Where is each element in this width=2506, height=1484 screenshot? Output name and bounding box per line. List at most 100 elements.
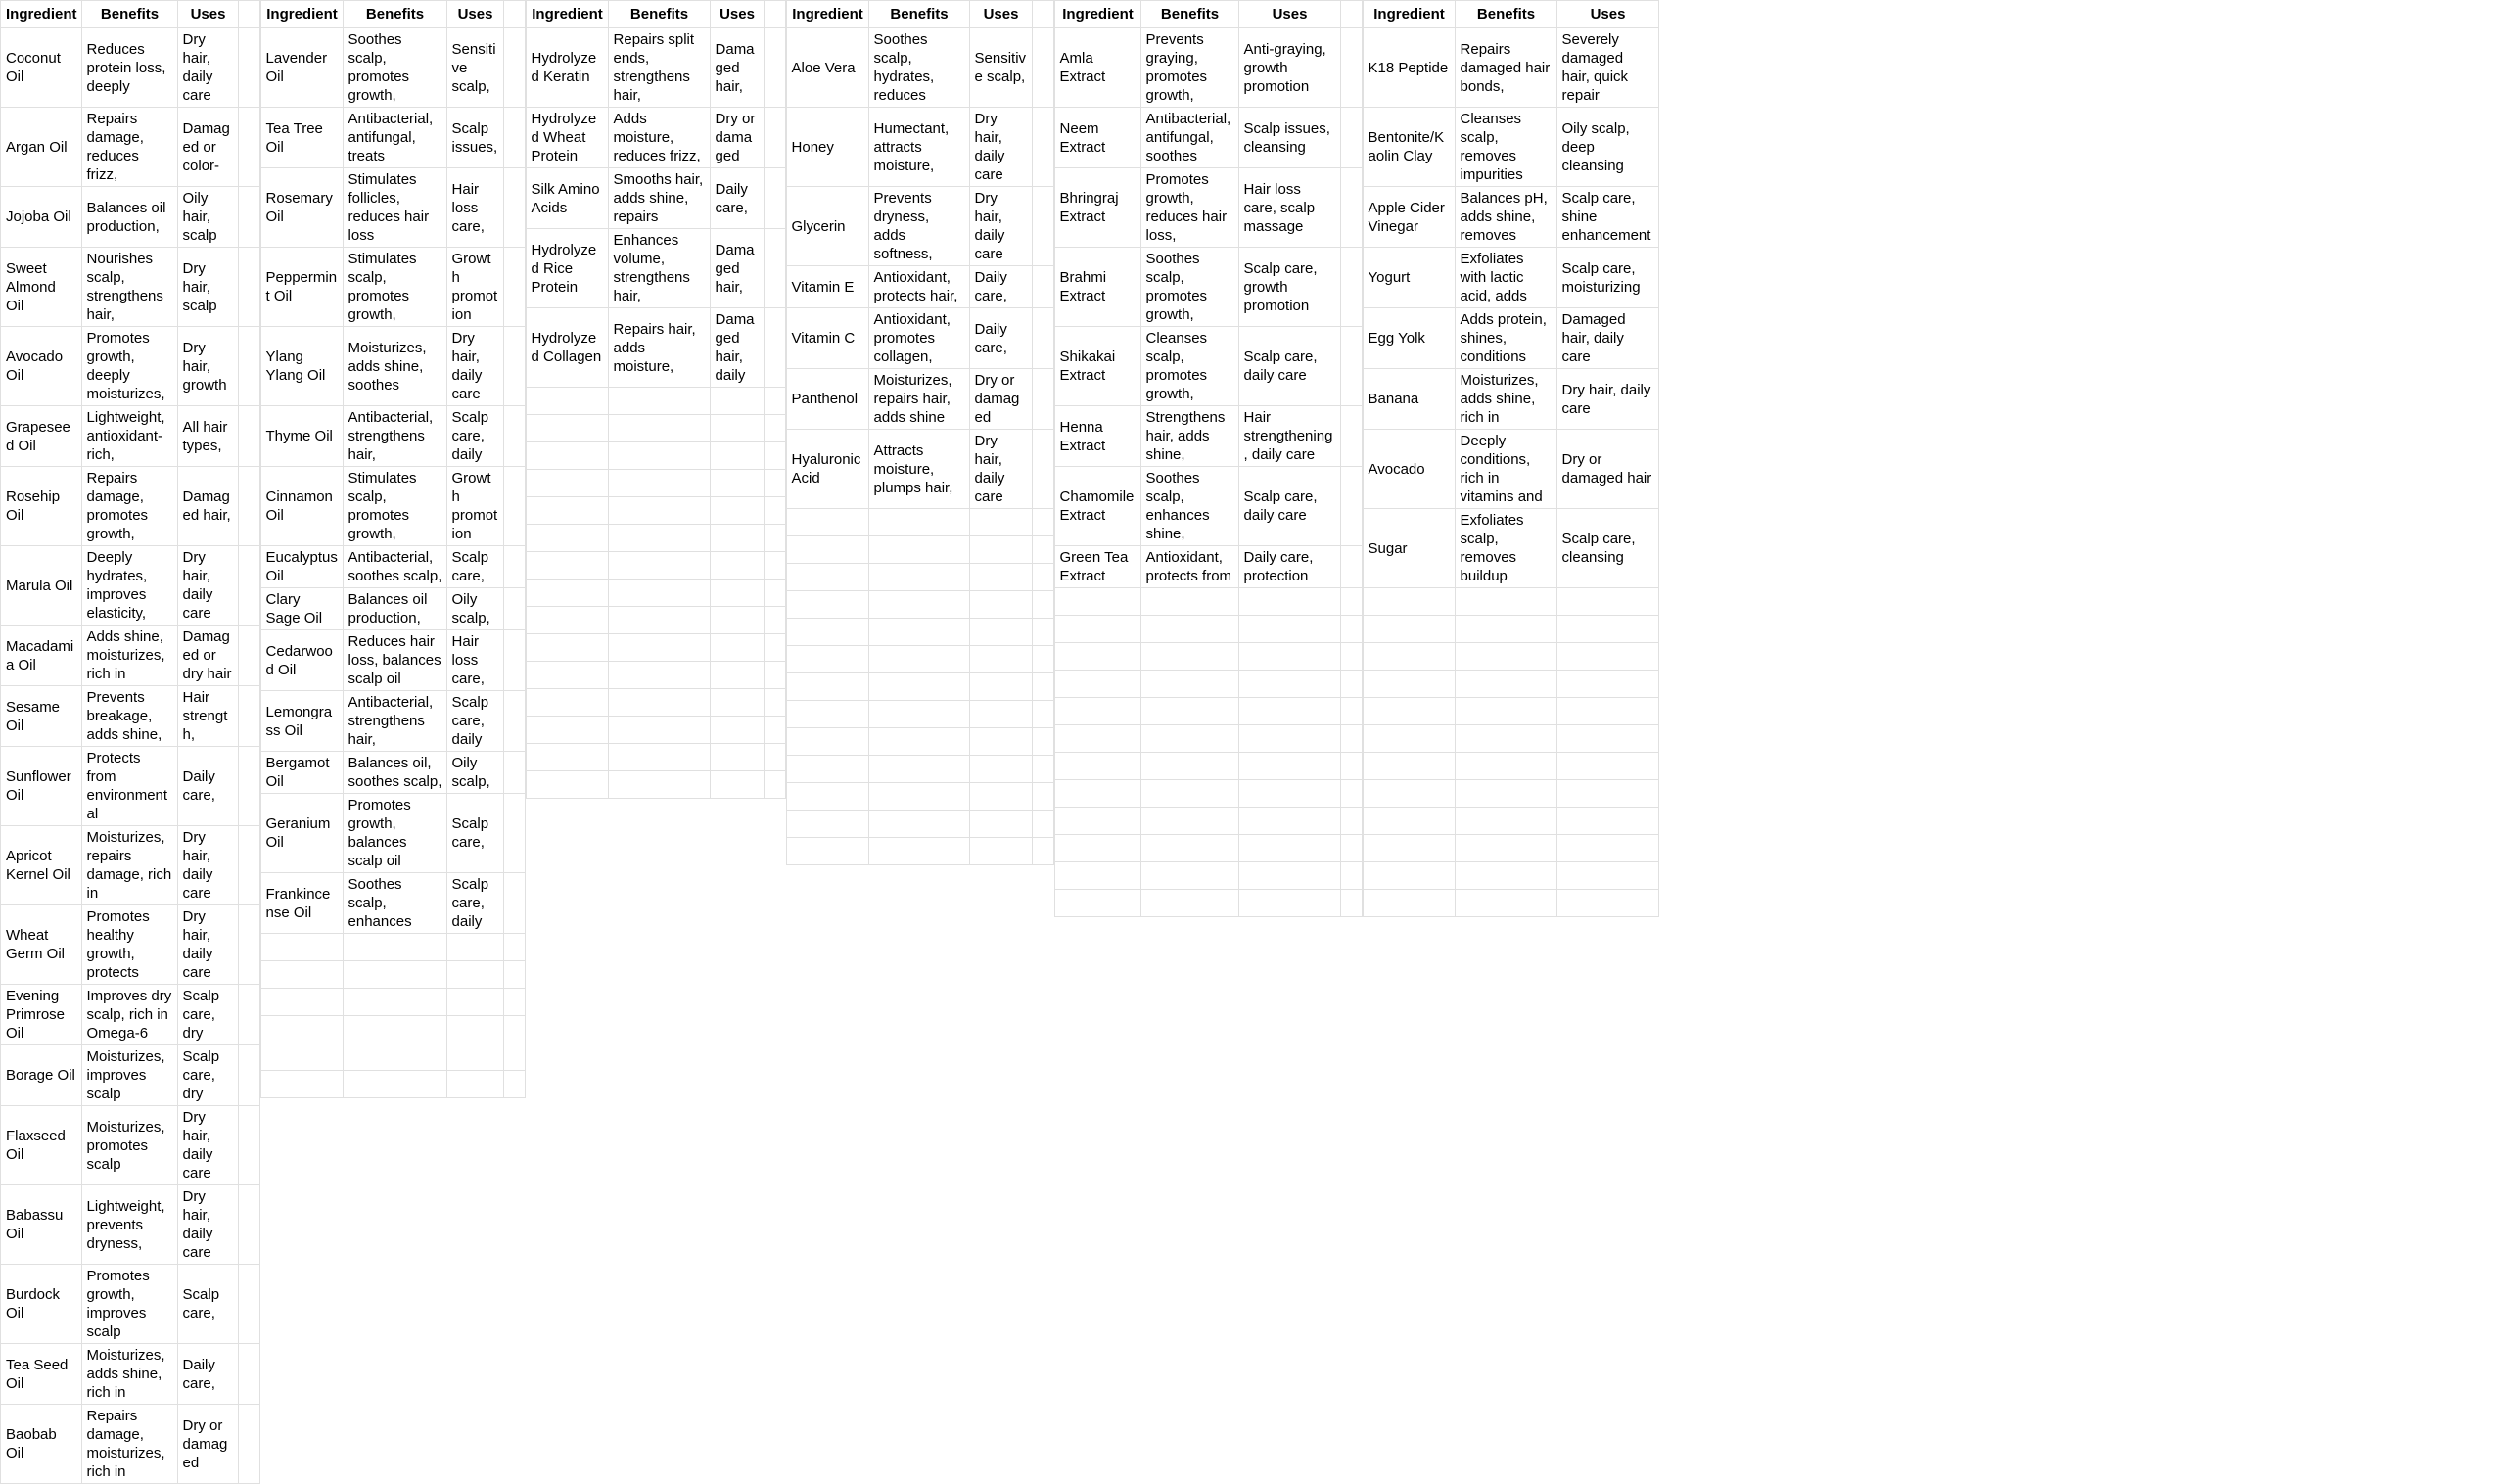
cell-ingredient[interactable]: Cinnamon Oil <box>259 466 344 546</box>
empty-cell[interactable] <box>785 672 869 701</box>
cell-benefits[interactable]: Adds protein, shines, conditions <box>1454 307 1557 369</box>
empty-cell[interactable] <box>1555 670 1659 698</box>
cell-uses[interactable]: Scalp care, dry <box>176 1044 239 1106</box>
cell-benefits[interactable]: Balances oil production, <box>80 186 178 248</box>
cell-uses[interactable]: Hair loss care, scalp massage <box>1237 167 1341 248</box>
empty-cell[interactable] <box>259 933 344 961</box>
empty-cell[interactable] <box>968 727 1033 756</box>
cell-benefits[interactable]: Moisturizes, adds shine, soothes <box>342 326 447 406</box>
empty-cell[interactable] <box>1139 587 1239 616</box>
cell-uses[interactable]: Scalp care, <box>445 793 504 873</box>
cell-benefits[interactable]: Promotes growth, deeply moisturizes, <box>80 326 178 406</box>
column-header-ingredient[interactable]: Ingredient <box>0 0 82 28</box>
cell-ingredient[interactable]: Sweet Almond Oil <box>0 247 82 327</box>
cell-ingredient[interactable]: Jojoba Oil <box>0 186 82 248</box>
cell-ingredient[interactable]: Glycerin <box>785 186 869 266</box>
empty-cell[interactable] <box>1237 861 1341 890</box>
cell-ingredient[interactable]: Flaxseed Oil <box>0 1105 82 1185</box>
empty-cell[interactable] <box>968 837 1033 865</box>
empty-cell[interactable] <box>607 441 711 470</box>
cell-benefits[interactable]: Antibacterial, strengthens hair, <box>342 405 447 467</box>
column-header-benefits[interactable]: Benefits <box>607 0 711 28</box>
empty-cell[interactable] <box>1555 779 1659 808</box>
empty-cell[interactable] <box>1362 615 1456 643</box>
empty-cell[interactable] <box>709 716 765 744</box>
empty-cell[interactable] <box>709 524 765 552</box>
cell-benefits[interactable]: Reduces protein loss, deeply <box>80 27 178 108</box>
empty-cell[interactable] <box>342 933 447 961</box>
cell-ingredient[interactable]: Rosehip Oil <box>0 466 82 546</box>
empty-cell[interactable] <box>1139 642 1239 671</box>
empty-cell[interactable] <box>1237 587 1341 616</box>
cell-ingredient[interactable]: Frankincense Oil <box>259 872 344 934</box>
cell-benefits[interactable]: Soothes scalp, enhances shine, <box>1139 466 1239 546</box>
cell-ingredient[interactable]: Hydrolyzed Wheat Protein <box>525 107 609 168</box>
cell-ingredient[interactable]: Grapeseed Oil <box>0 405 82 467</box>
empty-cell[interactable] <box>1362 807 1456 835</box>
cell-uses[interactable]: Oily scalp, <box>445 587 504 630</box>
empty-cell[interactable] <box>785 590 869 619</box>
empty-cell[interactable] <box>1237 779 1341 808</box>
cell-benefits[interactable]: Prevents dryness, adds softness, <box>867 186 970 266</box>
empty-cell[interactable] <box>1237 752 1341 780</box>
cell-ingredient[interactable]: Thyme Oil <box>259 405 344 467</box>
cell-benefits[interactable]: Improves dry scalp, rich in Omega-6 <box>80 984 178 1045</box>
empty-cell[interactable] <box>1053 697 1141 725</box>
empty-cell[interactable] <box>709 579 765 607</box>
cell-uses[interactable]: Hair strength, <box>176 685 239 747</box>
cell-benefits[interactable]: Soothes scalp, enhances <box>342 872 447 934</box>
empty-cell[interactable] <box>1555 724 1659 753</box>
empty-cell[interactable] <box>867 782 970 811</box>
cell-ingredient[interactable]: Shikakai Extract <box>1053 326 1141 406</box>
empty-cell[interactable] <box>525 743 609 771</box>
empty-cell[interactable] <box>1362 889 1456 917</box>
cell-uses[interactable]: Severely damaged hair, quick repair <box>1555 27 1659 108</box>
empty-cell[interactable] <box>607 770 711 799</box>
cell-benefits[interactable]: Adds shine, moisturizes, rich in <box>80 625 178 686</box>
cell-ingredient[interactable]: Cedarwood Oil <box>259 629 344 691</box>
empty-cell[interactable] <box>709 633 765 662</box>
cell-uses[interactable]: Dry hair, daily care <box>968 107 1033 187</box>
empty-cell[interactable] <box>525 579 609 607</box>
cell-benefits[interactable]: Smooths hair, adds shine, repairs <box>607 167 711 229</box>
cell-benefits[interactable]: Antioxidant, protects from <box>1139 545 1239 588</box>
cell-uses[interactable]: Scalp care, daily care <box>1237 466 1341 546</box>
cell-uses[interactable]: Scalp care, dry <box>176 984 239 1045</box>
cell-benefits[interactable]: Promotes healthy growth, protects <box>80 904 178 985</box>
cell-benefits[interactable]: Enhances volume, strengthens hair, <box>607 228 711 308</box>
empty-cell[interactable] <box>525 551 609 580</box>
cell-benefits[interactable]: Exfoliates with lactic acid, adds <box>1454 247 1557 308</box>
empty-cell[interactable] <box>1454 861 1557 890</box>
cell-uses[interactable]: Dry hair, scalp <box>176 247 239 327</box>
empty-cell[interactable] <box>607 387 711 415</box>
empty-cell[interactable] <box>607 414 711 442</box>
cell-uses[interactable]: Damaged hair, daily <box>709 307 765 388</box>
cell-uses[interactable]: Dry hair, daily care <box>176 825 239 905</box>
empty-cell[interactable] <box>1454 670 1557 698</box>
empty-cell[interactable] <box>607 661 711 689</box>
empty-cell[interactable] <box>525 469 609 497</box>
cell-benefits[interactable]: Lightweight, antioxidant-rich, <box>80 405 178 467</box>
cell-benefits[interactable]: Nourishes scalp, strengthens hair, <box>80 247 178 327</box>
empty-cell[interactable] <box>1362 697 1456 725</box>
empty-cell[interactable] <box>607 688 711 717</box>
empty-cell[interactable] <box>525 716 609 744</box>
cell-uses[interactable]: All hair types, <box>176 405 239 467</box>
cell-uses[interactable]: Damaged hair, <box>176 466 239 546</box>
cell-benefits[interactable]: Promotes growth, improves scalp <box>80 1264 178 1344</box>
cell-benefits[interactable]: Repairs split ends, strengthens hair, <box>607 27 711 108</box>
cell-benefits[interactable]: Repairs damaged hair bonds, <box>1454 27 1557 108</box>
empty-cell[interactable] <box>1555 889 1659 917</box>
empty-cell[interactable] <box>867 508 970 536</box>
cell-uses[interactable]: Oily scalp, <box>445 751 504 794</box>
cell-ingredient[interactable]: Vitamin E <box>785 265 869 308</box>
cell-uses[interactable]: Scalp care, daily care <box>1237 326 1341 406</box>
cell-ingredient[interactable]: Peppermint Oil <box>259 247 344 327</box>
cell-benefits[interactable]: Antibacterial, soothes scalp, <box>342 545 447 588</box>
empty-cell[interactable] <box>867 755 970 783</box>
cell-uses[interactable]: Scalp care, cleansing <box>1555 508 1659 588</box>
cell-benefits[interactable]: Antibacterial, antifungal, soothes <box>1139 107 1239 168</box>
cell-benefits[interactable]: Moisturizes, adds shine, rich in <box>80 1343 178 1405</box>
cell-ingredient[interactable]: Hydrolyzed Keratin <box>525 27 609 108</box>
cell-uses[interactable]: Dry hair, growth <box>176 326 239 406</box>
